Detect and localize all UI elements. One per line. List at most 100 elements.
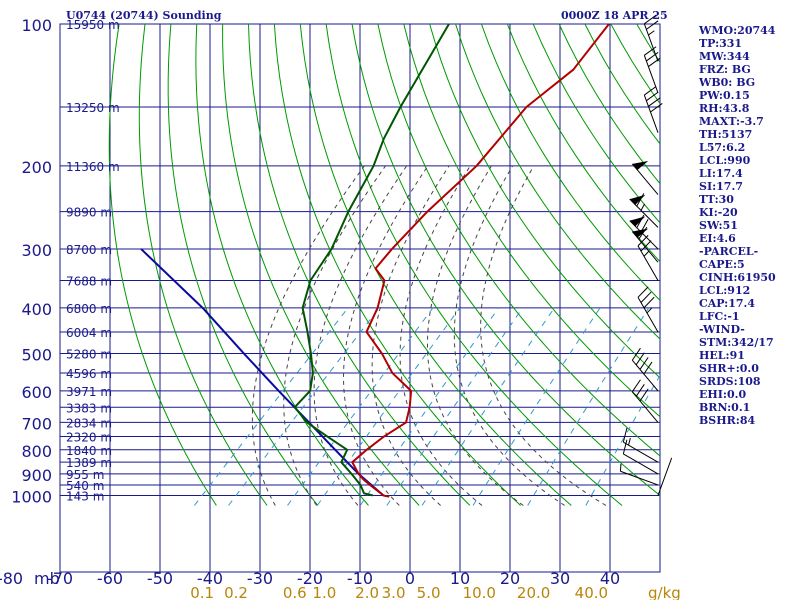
height-label: 5280 m — [66, 348, 112, 362]
index-item: BRN:0.1 — [699, 401, 751, 414]
dry-adiabat — [506, 24, 660, 263]
index-item: SHR+:0.0 — [699, 362, 759, 375]
barb-half-flag — [640, 203, 646, 211]
plot-frame — [59, 23, 661, 573]
height-label: 2320 m — [66, 431, 112, 445]
index-item: BSHR:84 — [699, 414, 756, 427]
wind-barb — [643, 14, 659, 62]
barb-flag — [646, 20, 659, 30]
barb-staff — [643, 55, 659, 94]
mixing-ratio-label: 0.1 — [190, 584, 214, 600]
barb-flag — [644, 14, 657, 25]
dry-adiabat — [222, 24, 420, 506]
index-item: EI:4.6 — [699, 232, 736, 245]
dry-adiabat — [480, 24, 660, 302]
index-item: PW:0.15 — [699, 89, 750, 102]
barb-flag — [631, 379, 641, 393]
barb-staff — [631, 231, 659, 263]
pressure-label: 100 — [21, 16, 52, 35]
barb-flag — [637, 286, 649, 298]
barb-pennant — [632, 161, 649, 171]
index-item: KI:-20 — [699, 206, 738, 219]
barb-flag — [640, 219, 649, 233]
moist-adiabat — [480, 165, 607, 506]
moist-adiabat — [343, 165, 429, 506]
barb-flag — [650, 103, 663, 113]
barb-flag — [640, 240, 652, 252]
height-label: 9890 m — [66, 206, 112, 220]
temp-tick-label: 30 — [550, 569, 570, 588]
barb-flag — [636, 214, 645, 228]
index-item: MAXT:-3.7 — [699, 115, 764, 128]
dry-adiabat — [273, 24, 521, 506]
mixing-ratio-label: 5.0 — [417, 584, 441, 600]
temp-tick-label: -20 — [297, 569, 323, 588]
barb-flag — [644, 86, 657, 96]
height-label: 7688 m — [66, 275, 112, 289]
temp-tick-label: -40 — [197, 569, 223, 588]
pressure-label: 800 — [21, 442, 52, 461]
wind-barb — [629, 214, 659, 250]
height-label: 1389 m — [66, 456, 112, 470]
index-item: LI:17.4 — [699, 167, 743, 180]
barb-pennant — [629, 216, 646, 227]
height-label: 6004 m — [66, 326, 112, 340]
temp-tick-label: 40 — [600, 569, 620, 588]
mixing-ratio-line — [194, 307, 349, 506]
height-label: 15950 m — [66, 18, 120, 32]
wind-barb — [643, 86, 663, 133]
mixing-ratio-line — [585, 374, 660, 506]
index-item: SW:51 — [699, 219, 738, 232]
barb-flag — [648, 57, 661, 67]
moist-adiabat — [283, 165, 386, 506]
barb-flag — [635, 384, 645, 397]
mixing-ratio-label: 10.0 — [463, 584, 496, 600]
temp-tick-label: 20 — [500, 569, 520, 588]
mixing-ratio-line — [359, 307, 500, 506]
mixing-ratio-label: 20.0 — [517, 584, 550, 600]
indices-panel: WMO:20744 TP:331 MW:344 FRZ: BG WB0: BG PW:0.… — [699, 24, 776, 427]
wind-barb — [619, 463, 659, 486]
pressure-label: 700 — [21, 414, 52, 433]
index-item: HEL:91 — [699, 349, 745, 362]
barb-staff — [629, 220, 659, 250]
dry-adiabat — [403, 24, 660, 418]
parcel-trace — [140, 248, 385, 497]
temp-tick-label: -80 — [0, 569, 23, 588]
index-item: FRZ: BG — [699, 63, 751, 76]
barb-staff — [631, 163, 659, 195]
height-label: 11360 m — [66, 160, 120, 174]
barb-flag — [646, 51, 659, 62]
index-item: -PARCEL- — [699, 245, 759, 258]
wind-barb — [622, 427, 659, 463]
temp-tick-label: -60 — [97, 569, 123, 588]
temp-tick-label: 10 — [450, 569, 470, 588]
mixing-ratio-line — [386, 307, 524, 506]
dry-adiabat — [248, 24, 471, 506]
moist-adiabat — [426, 165, 524, 506]
barb-half-flag — [643, 250, 650, 257]
dry-adiabat — [138, 24, 268, 506]
barb-flag — [644, 46, 657, 56]
barb-half-flag — [628, 438, 631, 446]
dry-adiabat — [792, 24, 800, 505]
height-label: 3971 m — [66, 385, 112, 399]
wind-barb — [657, 457, 673, 496]
index-item: L57:6.2 — [699, 141, 746, 154]
wind-barb — [629, 193, 659, 228]
dewpoint-trace — [293, 24, 450, 497]
height-label: 143 m — [66, 489, 104, 503]
index-item: WMO:20744 — [699, 24, 776, 37]
pressure-label: 400 — [21, 300, 52, 319]
wind-barb — [631, 161, 659, 195]
index-item: SRDS:108 — [699, 375, 761, 388]
mixing-ratio-line — [472, 307, 601, 506]
temp-tick-label: -70 — [47, 569, 73, 588]
wind-barb — [631, 347, 659, 392]
wind-barb — [637, 286, 659, 333]
barb-staff — [657, 457, 673, 496]
index-item: TT:30 — [699, 193, 734, 206]
barb-flag — [639, 357, 649, 370]
barb-flag — [646, 91, 659, 102]
